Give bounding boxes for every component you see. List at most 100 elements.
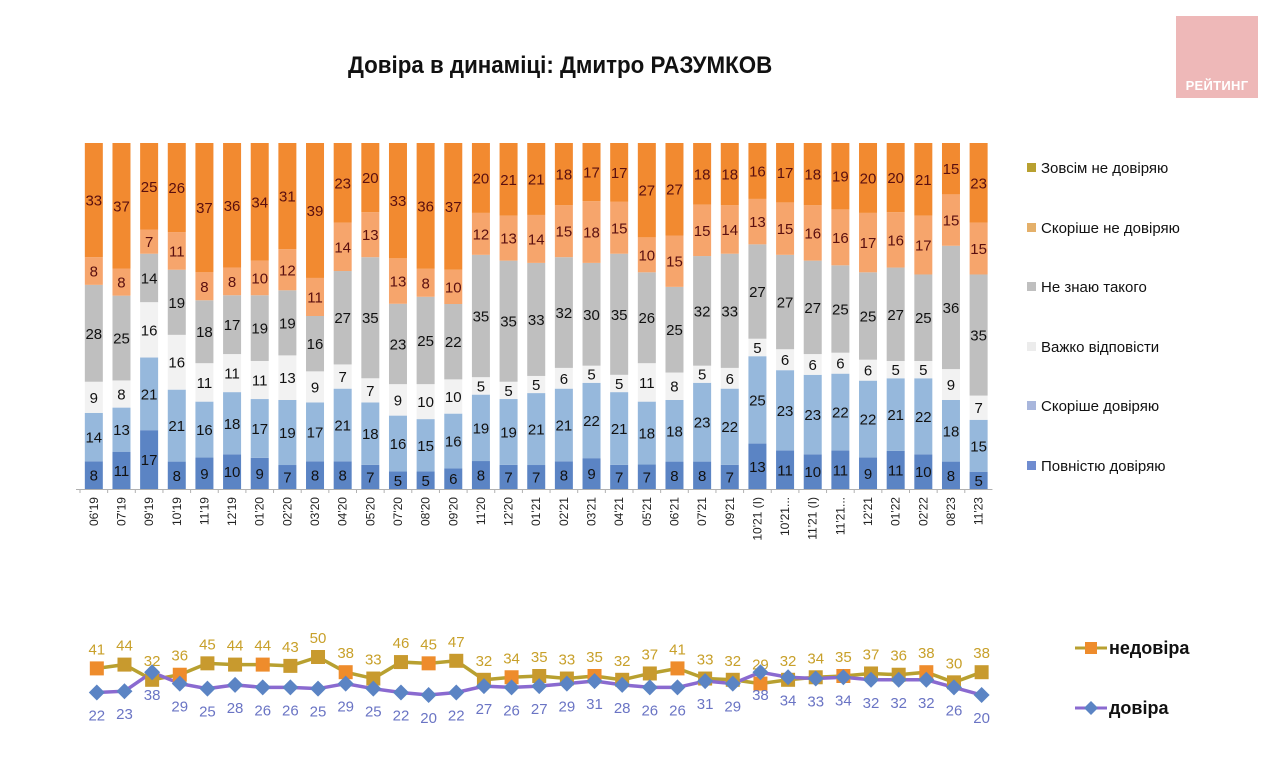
trust-data-label: 32 (918, 695, 935, 712)
bar-data-label: 16 (749, 163, 766, 180)
bar-segment-full-trust (582, 458, 601, 489)
bar-data-label: 20 (362, 170, 379, 187)
bar-segment-dont-know (471, 254, 490, 378)
trust-data-label: 28 (614, 700, 631, 717)
bar-column: 10 18 11 17 8 36 (223, 143, 242, 489)
bar-data-label: 6 (836, 356, 844, 373)
bar-data-label: 17 (860, 235, 877, 252)
distrust-marker (504, 670, 519, 685)
page-title: Довіра в динаміці: Дмитро РАЗУМКОВ (348, 52, 773, 79)
x-tick-label: 03'20 (308, 497, 322, 526)
bar-data-label: 5 (892, 362, 900, 379)
distrust-data-label: 36 (890, 648, 907, 665)
bar-segment-rather-not-trust (306, 277, 325, 316)
bar-column: 5 16 9 23 13 33 (388, 143, 407, 490)
bar-segment-hard-to-say (582, 365, 601, 383)
bar-segment-not-trust-at-all (527, 143, 546, 215)
trust-marker (227, 676, 244, 693)
trust-data-label: 26 (282, 702, 299, 719)
bar-data-label: 16 (832, 230, 849, 247)
bar-data-label: 32 (694, 303, 711, 320)
bar-segment-rather-not-trust (444, 269, 463, 305)
bar-segment-rather-trust (471, 394, 490, 462)
bar-segment-dont-know (306, 316, 325, 372)
bar-data-label: 10 (251, 270, 268, 287)
trust-data-label: 29 (559, 699, 576, 716)
distrust-marker (145, 672, 160, 687)
bar-data-label: 13 (749, 214, 766, 231)
legend-item: Не знаю такого (1027, 279, 1147, 299)
bar-data-label: 21 (528, 422, 545, 439)
bar-segment-rather-not-trust (554, 205, 573, 258)
x-tick-label: 01'20 (253, 497, 267, 526)
bar-data-label: 7 (726, 469, 734, 486)
bar-data-label: 17 (251, 421, 268, 438)
bar-data-label: 21 (141, 386, 158, 403)
bar-data-label: 7 (532, 470, 540, 487)
bar-data-label: 15 (666, 254, 683, 271)
bar-data-label: 11 (197, 375, 213, 392)
bar-segment-rather-trust (84, 412, 103, 462)
x-tick-label: 04'21 (612, 497, 626, 526)
legend-label: Важко відповісти (1041, 338, 1160, 356)
line-legend-label: недовіра (1109, 638, 1190, 658)
bar-data-label: 19 (168, 295, 185, 312)
bar-column: 8 18 8 25 15 27 (665, 143, 684, 489)
bar-segment-rather-not-trust (637, 237, 656, 273)
bar-segment-rather-trust (444, 413, 463, 469)
bar-column: 6 16 10 22 10 37 (444, 143, 463, 489)
trust-marker (724, 675, 741, 692)
bar-segment-hard-to-say (969, 395, 988, 420)
bar-column: 13 25 5 27 13 16 (748, 143, 767, 489)
bar-segment-dont-know (720, 253, 739, 368)
x-tick-label: 08'20 (419, 497, 433, 526)
distrust-marker (393, 655, 408, 670)
distrust-data-label: 44 (116, 638, 133, 655)
bar-segment-hard-to-say (223, 354, 242, 393)
bar-data-label: 36 (417, 198, 434, 215)
x-tick-label: 09'20 (446, 497, 460, 526)
bar-segment-rather-not-trust (665, 235, 684, 287)
bar-data-label: 35 (611, 307, 628, 324)
trust-data-label: 29 (337, 699, 354, 716)
trust-marker (835, 669, 852, 686)
bar-data-label: 21 (556, 417, 573, 434)
bar-data-label: 8 (173, 468, 181, 485)
bar-segment-hard-to-say (748, 338, 767, 357)
bar-data-label: 36 (943, 300, 960, 317)
bar-segment-not-trust-at-all (582, 143, 601, 202)
bar-data-label: 5 (615, 376, 623, 393)
bar-segment-dont-know (693, 256, 712, 366)
x-tick-label: 10'21... (778, 497, 792, 536)
bar-data-label: 16 (390, 436, 407, 453)
distrust-data-label: 32 (476, 653, 493, 670)
bar-data-label: 19 (473, 420, 490, 437)
trust-data-label: 25 (310, 704, 327, 721)
distrust-marker (89, 661, 104, 676)
bar-data-label: 5 (421, 473, 429, 490)
bar-segment-full-trust (941, 461, 960, 489)
legend-label: Скоріше не довіряю (1041, 219, 1180, 237)
bar-data-label: 8 (421, 275, 429, 292)
bar-data-label: 6 (781, 352, 789, 369)
bar-data-label: 25 (113, 331, 130, 348)
bar-data-label: 11 (114, 463, 130, 480)
bar-segment-not-trust-at-all (969, 143, 988, 223)
bar-data-label: 23 (804, 407, 821, 424)
bar-segment-not-trust-at-all (140, 143, 159, 230)
bar-segment-not-trust-at-all (444, 143, 463, 270)
bar-data-label: 22 (832, 405, 849, 422)
bar-segment-rather-trust (693, 382, 712, 462)
bar-data-label: 7 (643, 469, 651, 486)
bar-segment-dont-know (250, 295, 269, 361)
x-tick-label: 05'20 (363, 497, 377, 526)
bar-data-label: 25 (141, 179, 158, 196)
trust-data-label: 29 (724, 699, 741, 716)
distrust-marker (615, 672, 630, 687)
rating-logo: РЕЙТИНГ (1176, 16, 1258, 98)
bar-segment-full-trust (471, 461, 490, 489)
bar-data-label: 27 (777, 295, 794, 312)
bar-data-label: 16 (887, 232, 904, 249)
bar-segment-not-trust-at-all (803, 143, 822, 206)
trust-marker (365, 680, 382, 697)
